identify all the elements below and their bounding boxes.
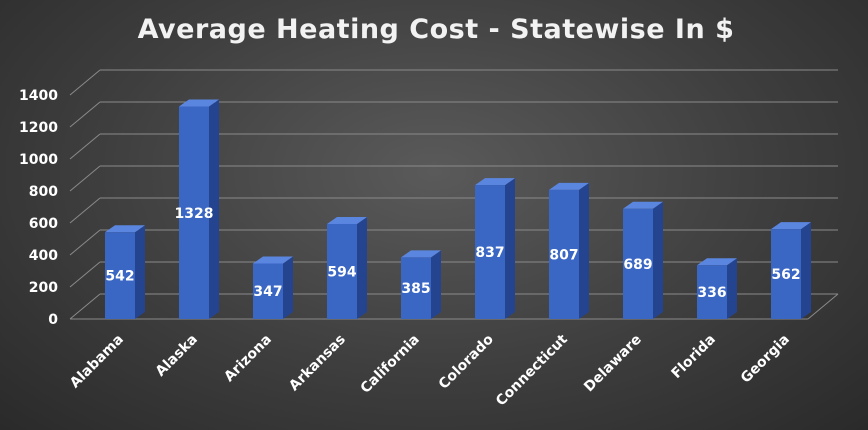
data-label: 689 [623, 257, 652, 273]
gridline-edge [69, 229, 101, 256]
bar-colorado: 837 [475, 178, 515, 319]
floor-side-edge [807, 293, 839, 320]
data-label: 1328 [175, 206, 214, 222]
data-label: 336 [697, 285, 726, 301]
bar-top [549, 182, 589, 190]
bar-arizona: 347 [253, 256, 293, 319]
gridline-edge [69, 293, 101, 320]
bar-top [475, 178, 515, 186]
bar-connecticut: 807 [549, 182, 589, 319]
bar-front [697, 265, 727, 319]
bar-side [135, 225, 145, 319]
y-tick-label: 400 [29, 248, 58, 264]
bar-florida: 336 [697, 258, 737, 319]
bar-alabama: 542 [105, 225, 145, 319]
x-tick-label: Arizona [221, 332, 275, 386]
x-tick-label: California [358, 332, 423, 397]
bar-top [253, 256, 293, 264]
x-tick-label: Delaware [581, 332, 645, 396]
bar-side [801, 222, 811, 319]
bar-top [623, 201, 663, 209]
x-tick-label: Colorado [436, 331, 497, 392]
data-label: 594 [327, 264, 356, 280]
bar-alaska: 1328 [175, 99, 219, 320]
x-tick-label: Alabama [67, 332, 127, 392]
bar-arkansas: 594 [327, 216, 367, 319]
bar-front [623, 208, 653, 319]
x-axis-ticks: Alabama Alaska Arizona Arkansas California Co… [67, 331, 793, 409]
x-tick-label: Connecticut [493, 331, 571, 409]
y-axis-ticks: 0 200 400 600 800 1000 1200 1400 [19, 88, 58, 328]
bar-side [209, 99, 219, 320]
y-tick-label: 800 [29, 184, 58, 200]
bar-front [475, 185, 505, 319]
bar-side [357, 216, 367, 319]
bar-front [549, 189, 579, 319]
y-tick-label: 1400 [19, 88, 58, 104]
gridline-edge [69, 165, 101, 192]
bar-front [401, 257, 431, 319]
bar-side [727, 258, 737, 319]
data-label: 562 [771, 267, 800, 283]
bar-front [179, 106, 209, 320]
bars: 542 1328 347 594 385 837 807 689 336 562 [105, 99, 811, 320]
data-label: 807 [549, 247, 578, 263]
y-tick-label: 600 [29, 216, 58, 232]
y-tick-label: 1200 [19, 120, 58, 136]
x-tick-label: Florida [669, 332, 719, 382]
y-tick-label: 200 [29, 280, 58, 296]
bar-side [431, 250, 441, 319]
gridline-edge [69, 133, 101, 160]
y-tick-label: 0 [48, 312, 58, 328]
bar-top [327, 216, 367, 224]
data-label: 542 [105, 269, 134, 285]
gridline-edge [69, 197, 101, 224]
bar-front [253, 263, 283, 319]
bar-front [771, 229, 801, 319]
bar-front [105, 232, 135, 319]
data-label: 347 [253, 284, 282, 300]
bar-delaware: 689 [623, 201, 663, 319]
bar-front [327, 223, 357, 319]
gridline-edge [69, 261, 101, 288]
bar-top [105, 225, 145, 233]
data-label: 385 [401, 281, 430, 297]
bar-california: 385 [401, 250, 441, 319]
gridline-edge [69, 101, 101, 128]
chart-title: Average Heating Cost - Statewise In $ [138, 14, 735, 45]
bar-top [697, 258, 737, 266]
data-label: 837 [475, 245, 504, 261]
gridline-edge [69, 69, 101, 96]
gridlines [69, 69, 839, 320]
bar-georgia: 562 [771, 222, 811, 319]
bar-top [401, 250, 441, 258]
x-tick-label: Georgia [738, 332, 793, 387]
y-tick-label: 1000 [19, 152, 58, 168]
bar-side [653, 201, 663, 319]
bar-top [179, 99, 219, 107]
bar-top [771, 222, 811, 230]
bar-side [579, 182, 589, 319]
x-tick-label: Alaska [153, 332, 201, 380]
bar-side [505, 178, 515, 319]
bar-side [283, 256, 293, 319]
x-tick-label: Arkansas [286, 332, 349, 395]
